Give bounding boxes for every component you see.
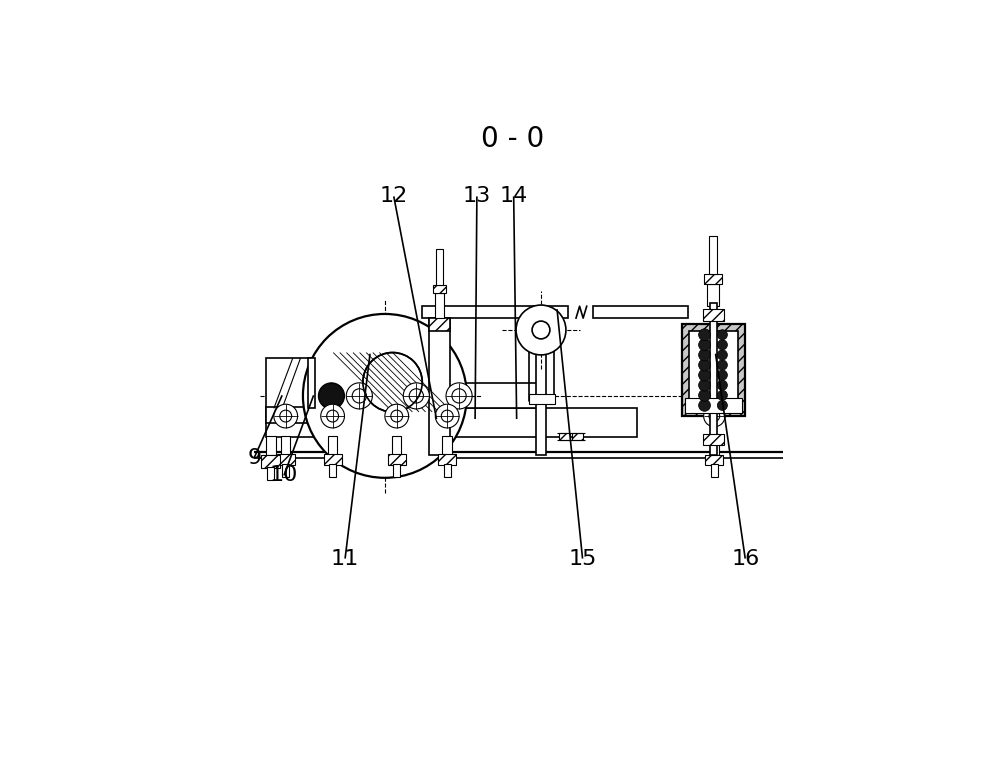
Bar: [438, 454, 456, 465]
Circle shape: [717, 370, 727, 380]
Circle shape: [352, 389, 366, 403]
Circle shape: [327, 410, 339, 422]
Circle shape: [452, 389, 466, 403]
Bar: [281, 436, 290, 455]
Circle shape: [319, 383, 344, 409]
Text: 9: 9: [247, 448, 261, 468]
Circle shape: [699, 359, 710, 371]
Bar: [703, 309, 724, 321]
Text: 12: 12: [380, 187, 408, 207]
Bar: [689, 332, 738, 409]
Bar: [705, 455, 723, 466]
Circle shape: [280, 410, 292, 422]
Circle shape: [699, 399, 710, 411]
Bar: [536, 336, 546, 455]
Bar: [311, 383, 545, 409]
Text: 10: 10: [270, 466, 298, 486]
Circle shape: [699, 379, 710, 391]
Circle shape: [709, 411, 720, 422]
Bar: [534, 338, 548, 349]
Circle shape: [318, 383, 344, 409]
Circle shape: [717, 330, 727, 340]
Bar: [704, 274, 722, 284]
Circle shape: [699, 339, 710, 351]
Bar: [433, 284, 446, 293]
Bar: [710, 434, 719, 455]
Bar: [266, 358, 312, 409]
Circle shape: [363, 352, 422, 412]
Circle shape: [435, 404, 459, 428]
Bar: [429, 318, 450, 455]
Bar: [393, 463, 400, 476]
Bar: [435, 293, 444, 318]
Bar: [282, 463, 289, 476]
Circle shape: [704, 406, 725, 427]
Circle shape: [717, 400, 727, 410]
Bar: [529, 393, 555, 404]
Text: 14: 14: [500, 187, 528, 207]
Circle shape: [717, 340, 727, 350]
Circle shape: [441, 410, 453, 422]
Bar: [593, 306, 688, 318]
Circle shape: [321, 404, 344, 428]
Bar: [709, 236, 717, 274]
Bar: [392, 436, 401, 455]
Bar: [329, 463, 336, 476]
Circle shape: [403, 383, 429, 409]
Circle shape: [324, 389, 339, 403]
Bar: [328, 436, 337, 455]
Bar: [559, 433, 570, 439]
Text: 13: 13: [463, 187, 491, 207]
Circle shape: [717, 360, 727, 370]
Bar: [429, 318, 450, 332]
Bar: [422, 306, 568, 318]
Bar: [711, 464, 718, 477]
Circle shape: [303, 314, 467, 478]
Bar: [442, 436, 452, 455]
Text: 0 - 0: 0 - 0: [481, 125, 544, 153]
Circle shape: [446, 383, 472, 409]
Circle shape: [717, 390, 727, 400]
Bar: [573, 305, 590, 319]
Bar: [277, 454, 295, 465]
Text: 16: 16: [731, 548, 759, 568]
Bar: [266, 436, 276, 455]
Bar: [703, 434, 724, 445]
Circle shape: [699, 349, 710, 361]
Bar: [707, 284, 719, 306]
Bar: [266, 409, 637, 437]
Bar: [444, 463, 451, 476]
Bar: [308, 358, 315, 409]
Circle shape: [409, 389, 423, 403]
Circle shape: [699, 369, 710, 381]
Circle shape: [699, 328, 710, 341]
Circle shape: [346, 383, 372, 409]
Bar: [267, 466, 274, 480]
Bar: [261, 455, 280, 468]
Bar: [388, 454, 406, 465]
Bar: [266, 406, 312, 423]
Text: 11: 11: [331, 548, 359, 568]
Bar: [682, 324, 745, 416]
Bar: [710, 303, 717, 455]
Circle shape: [717, 350, 727, 360]
Circle shape: [363, 352, 422, 412]
Circle shape: [699, 389, 710, 401]
Circle shape: [274, 404, 298, 428]
Circle shape: [717, 380, 727, 390]
Bar: [324, 454, 342, 465]
Bar: [436, 249, 443, 284]
Text: 15: 15: [568, 548, 597, 568]
Circle shape: [391, 410, 403, 422]
Bar: [685, 399, 742, 413]
Circle shape: [516, 305, 566, 355]
Circle shape: [385, 404, 409, 428]
Bar: [572, 433, 583, 439]
Circle shape: [532, 321, 550, 339]
